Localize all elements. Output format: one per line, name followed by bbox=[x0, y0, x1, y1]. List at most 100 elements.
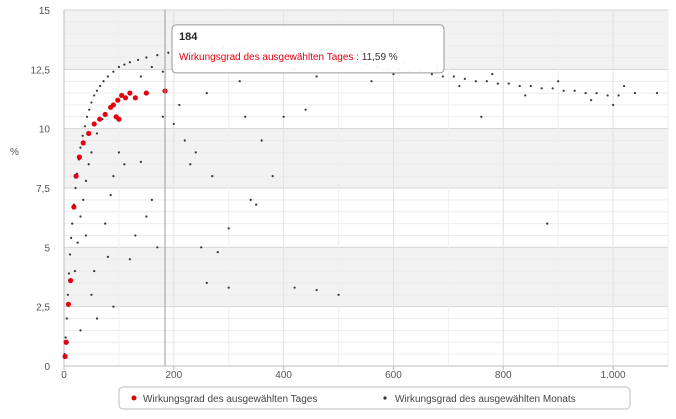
monthly-point bbox=[81, 134, 84, 137]
monthly-point bbox=[211, 175, 214, 178]
daily-point bbox=[71, 204, 77, 210]
monthly-point bbox=[238, 80, 241, 83]
monthly-point bbox=[315, 75, 318, 78]
monthly-point bbox=[67, 272, 71, 275]
monthly-point bbox=[117, 65, 121, 69]
x-tick-label: 400 bbox=[275, 370, 292, 381]
monthly-point bbox=[64, 336, 67, 339]
monthly-point bbox=[255, 203, 258, 206]
monthly-point bbox=[145, 56, 148, 59]
monthly-point bbox=[128, 258, 131, 261]
monthly-point bbox=[73, 269, 77, 273]
daily-point bbox=[115, 97, 121, 103]
y-tick-label: 0 bbox=[44, 362, 50, 373]
monthly-point bbox=[99, 84, 102, 88]
monthly-point bbox=[95, 317, 99, 320]
x-axis-ticks: 0 200 400 600 800 1.000 bbox=[61, 366, 626, 381]
tooltip-header: 184 bbox=[179, 31, 198, 43]
monthly-point bbox=[590, 99, 593, 102]
daily-point bbox=[91, 121, 97, 127]
monthly-point bbox=[562, 89, 565, 92]
y-axis-ticks: 0 2,5 5 7,5 10 12,5 15 bbox=[31, 6, 51, 373]
monthly-point bbox=[606, 94, 609, 97]
monthly-point bbox=[90, 101, 93, 104]
x-tick-label: 0 bbox=[61, 370, 67, 381]
daily-point bbox=[110, 102, 117, 108]
monthly-point bbox=[463, 77, 466, 80]
monthly-point bbox=[178, 103, 181, 107]
monthly-point bbox=[546, 222, 549, 225]
monthly-point bbox=[137, 58, 140, 61]
monthly-point bbox=[227, 286, 230, 289]
x-tick-label: 200 bbox=[165, 370, 182, 381]
monthly-point bbox=[282, 115, 285, 118]
tooltip-value-line: Wirkungsgrad des ausgewählten Tages : 11… bbox=[179, 52, 398, 63]
monthly-point bbox=[66, 293, 69, 296]
monthly-point bbox=[128, 61, 131, 64]
tooltip: 184 Wirkungsgrad des ausgewählten Tages … bbox=[171, 24, 445, 74]
monthly-point bbox=[112, 175, 115, 178]
monthly-point bbox=[71, 222, 74, 225]
daily-point bbox=[86, 130, 92, 137]
monthly-point bbox=[76, 241, 79, 244]
daily-point bbox=[143, 90, 149, 96]
monthly-point bbox=[102, 80, 105, 83]
y-tick-label: 7,5 bbox=[36, 184, 50, 195]
legend-label-monthly: Wirkungsgrad des ausgewählten Monats bbox=[395, 394, 576, 405]
series-daily-efficiency bbox=[62, 88, 168, 360]
monthly-point bbox=[90, 293, 93, 296]
monthly-point bbox=[112, 305, 115, 308]
y-tick-label: 2,5 bbox=[36, 303, 50, 314]
monthly-point bbox=[622, 84, 626, 88]
monthly-point bbox=[93, 269, 96, 273]
monthly-point bbox=[161, 115, 164, 118]
legend-marker-daily bbox=[131, 395, 137, 401]
monthly-point bbox=[304, 108, 307, 111]
x-tick-label: 1.000 bbox=[601, 370, 626, 381]
monthly-point bbox=[617, 94, 620, 97]
daily-point bbox=[132, 95, 138, 101]
monthly-point bbox=[112, 70, 115, 73]
monthly-point bbox=[540, 87, 543, 90]
monthly-point bbox=[161, 70, 164, 73]
legend-item-monthly[interactable]: Wirkungsgrad des ausgewählten Monats bbox=[383, 394, 576, 405]
plot-band bbox=[64, 247, 668, 307]
daily-point bbox=[122, 95, 129, 101]
monthly-point bbox=[573, 89, 576, 92]
monthly-point bbox=[156, 246, 159, 249]
monthly-point bbox=[392, 72, 395, 76]
monthly-point bbox=[441, 75, 444, 78]
monthly-point bbox=[337, 293, 340, 296]
monthly-point bbox=[474, 80, 477, 83]
daily-point bbox=[73, 173, 79, 179]
monthly-point bbox=[90, 151, 93, 154]
monthly-point bbox=[551, 87, 554, 90]
daily-point bbox=[62, 353, 68, 360]
tooltip-value: : 11,59 % bbox=[356, 52, 398, 63]
monthly-point bbox=[458, 84, 461, 88]
monthly-point bbox=[104, 222, 107, 225]
y-axis-title: % bbox=[10, 147, 19, 158]
legend-label-daily: Wirkungsgrad des ausgewählten Tages bbox=[143, 394, 317, 405]
monthly-point bbox=[65, 317, 68, 320]
monthly-point bbox=[496, 82, 499, 85]
monthly-point bbox=[227, 227, 230, 230]
monthly-point bbox=[205, 91, 208, 95]
monthly-point bbox=[183, 139, 186, 142]
monthly-point bbox=[82, 198, 85, 201]
monthly-point bbox=[79, 329, 82, 332]
y-tick-label: 15 bbox=[39, 6, 51, 17]
tooltip-box bbox=[171, 24, 445, 74]
monthly-point bbox=[84, 234, 88, 237]
monthly-point bbox=[200, 246, 203, 249]
legend-box bbox=[118, 386, 631, 410]
series-monthly-efficiency bbox=[63, 45, 659, 356]
monthly-point bbox=[524, 94, 527, 97]
monthly-point bbox=[315, 288, 318, 292]
monthly-point bbox=[83, 125, 86, 128]
legend-item-daily[interactable]: Wirkungsgrad des ausgewählten Tages bbox=[131, 394, 318, 405]
monthly-point bbox=[249, 198, 252, 201]
monthly-point bbox=[595, 91, 598, 95]
monthly-point bbox=[70, 236, 73, 239]
